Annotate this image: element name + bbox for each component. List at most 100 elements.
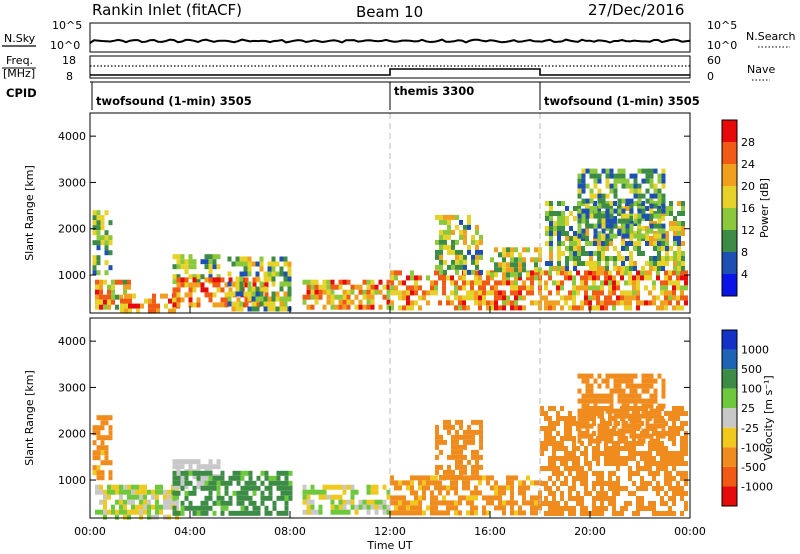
echo-cell <box>354 294 359 300</box>
echo-cell <box>556 441 560 446</box>
echo-cell <box>572 461 576 466</box>
echo-cell <box>439 264 443 270</box>
echo-cell <box>176 254 181 260</box>
echo-cell <box>653 223 658 229</box>
echo-cell <box>592 456 596 461</box>
echo-cell <box>454 485 458 491</box>
echo-cell <box>96 455 101 461</box>
echo-cell <box>628 300 632 306</box>
echo-cell <box>443 229 447 235</box>
echo-cell <box>108 265 113 271</box>
echo-cell <box>621 378 626 384</box>
echo-cell <box>188 254 193 260</box>
echo-cell <box>593 201 597 206</box>
echo-cell <box>672 456 676 461</box>
echo-cell <box>605 223 610 229</box>
echo-cell <box>506 272 510 278</box>
echo-cell <box>564 466 568 471</box>
echo-cell <box>673 241 677 246</box>
echo-cell <box>143 504 147 510</box>
freq-tick-low: 8 <box>66 70 73 83</box>
echo-cell <box>581 413 586 419</box>
echo-cell <box>92 430 97 436</box>
echo-cell <box>621 428 626 434</box>
echo-cell <box>216 274 221 280</box>
echo-cell <box>435 444 439 450</box>
echo-cell <box>251 296 256 302</box>
echo-cell <box>366 299 371 305</box>
echo-cell <box>204 464 209 470</box>
echo-cell <box>463 454 467 460</box>
echo-cell <box>260 470 265 476</box>
echo-cell <box>235 276 240 282</box>
echo-cell <box>596 290 600 296</box>
echo-cell <box>597 173 602 179</box>
echo-cell <box>644 481 648 486</box>
echo-cell <box>604 421 608 426</box>
echo-cell <box>334 304 339 310</box>
echo-cell <box>657 208 662 214</box>
echo-cell <box>435 264 439 270</box>
echo-cell <box>192 274 197 280</box>
echo-cell <box>625 393 630 399</box>
echo-cell <box>176 490 181 496</box>
echo-cell <box>147 509 151 515</box>
echo-cell <box>276 510 281 516</box>
echo-cell <box>576 461 580 466</box>
echo-cell <box>208 292 213 298</box>
echo-cell <box>104 210 109 216</box>
echo-cell <box>188 282 193 288</box>
echo-cell <box>568 426 572 431</box>
echo-cell <box>597 223 602 229</box>
echo-cell <box>597 218 602 224</box>
echo-cell <box>593 393 598 399</box>
echo-cell <box>597 178 602 184</box>
echo-cell <box>386 489 391 495</box>
echo-cell <box>548 270 552 276</box>
echo-cell <box>111 284 115 290</box>
echo-cell <box>649 241 653 246</box>
echo-cell <box>624 501 628 506</box>
echo-cell <box>338 279 343 285</box>
echo-cell <box>661 266 665 271</box>
echo-cell <box>314 289 319 295</box>
echo-cell <box>676 451 680 456</box>
echo-cell <box>641 398 646 404</box>
echo-cell <box>668 275 672 281</box>
echo-cell <box>581 228 586 234</box>
echo-cell <box>103 499 107 505</box>
echo-cell <box>482 300 486 306</box>
echo-cell <box>471 234 475 240</box>
echo-cell <box>463 429 467 435</box>
echo-cell <box>624 436 628 441</box>
echo-cell <box>613 183 618 189</box>
echo-cell <box>119 504 123 510</box>
echo-cell <box>620 295 624 301</box>
echo-cell <box>310 499 315 505</box>
velocity-colorbar-swatch <box>722 349 737 370</box>
echo-cell <box>318 504 323 510</box>
echo-cell <box>652 280 656 286</box>
echo-cell <box>649 438 654 444</box>
echo-cell <box>589 413 594 419</box>
echo-cell <box>366 279 371 285</box>
echo-cell <box>625 178 630 184</box>
echo-cell <box>526 285 530 291</box>
echo-cell <box>208 480 213 486</box>
echo-cell <box>661 173 666 179</box>
echo-cell <box>232 470 237 476</box>
echo-cell <box>557 226 561 231</box>
echo-cell <box>576 501 580 506</box>
echo-cell <box>625 428 630 434</box>
echo-cell <box>486 305 490 311</box>
echo-cell <box>544 466 548 471</box>
echo-cell <box>592 421 596 426</box>
echo-cell <box>584 295 588 301</box>
echo-cell <box>482 475 486 481</box>
echo-cell <box>386 304 391 310</box>
echo-cell <box>656 481 660 486</box>
echo-cell <box>609 408 614 414</box>
echo-cell <box>264 475 269 481</box>
echo-cell <box>668 416 672 421</box>
echo-cell <box>544 416 548 421</box>
